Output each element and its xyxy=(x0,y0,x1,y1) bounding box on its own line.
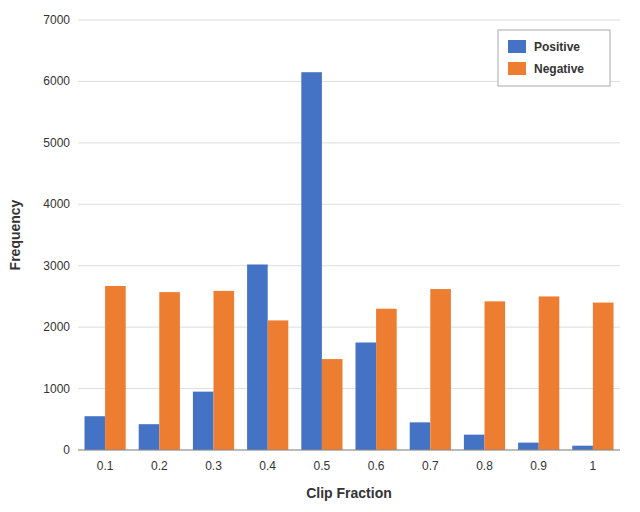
chart-svg: 0 1000 2000 3000 4000 5000 6000 7000 0.1 0.2 0.3 0.… xyxy=(0,0,640,512)
legend-label: Positive xyxy=(534,40,580,54)
x-tick-label: 0.5 xyxy=(314,459,331,473)
bar xyxy=(539,296,560,450)
x-tick-label: 0.6 xyxy=(368,459,385,473)
bar xyxy=(85,416,106,450)
bar xyxy=(247,264,268,450)
legend-swatch xyxy=(508,40,526,53)
bar xyxy=(464,435,485,450)
bar xyxy=(485,301,506,450)
chart-container: 0 1000 2000 3000 4000 5000 6000 7000 0.1 0.2 0.3 0.… xyxy=(0,0,640,512)
x-tick-label: 0.4 xyxy=(259,459,276,473)
legend-label: Negative xyxy=(534,62,584,76)
bar xyxy=(159,292,180,450)
grid xyxy=(78,20,620,450)
legend-frame xyxy=(498,30,610,86)
bar xyxy=(593,303,614,450)
bar xyxy=(105,286,126,450)
y-tick-label: 5000 xyxy=(43,136,70,150)
grid-line xyxy=(78,265,620,266)
x-tick-label: 0.3 xyxy=(205,459,222,473)
y-tick-label: 0 xyxy=(63,443,70,457)
bar xyxy=(376,309,397,450)
y-tick-label: 4000 xyxy=(43,197,70,211)
legend: Positive Negative xyxy=(498,30,610,86)
x-tick-label: 0.2 xyxy=(151,459,168,473)
x-axis-line xyxy=(78,450,620,451)
bar xyxy=(301,72,322,450)
x-axis-label: Clip Fraction xyxy=(306,485,392,501)
bar xyxy=(356,343,377,451)
y-tick-label: 1000 xyxy=(43,382,70,396)
y-tick-label: 2000 xyxy=(43,320,70,334)
bars xyxy=(85,72,614,450)
y-tick-label: 3000 xyxy=(43,259,70,273)
bar xyxy=(214,291,235,450)
bar xyxy=(430,289,451,450)
x-tick-label: 1 xyxy=(590,459,597,473)
x-tick-label: 0.7 xyxy=(422,459,439,473)
legend-swatch xyxy=(508,62,526,75)
bar xyxy=(139,424,160,450)
bar xyxy=(193,392,214,450)
grid-line xyxy=(78,142,620,143)
grid-line xyxy=(78,20,620,21)
grid-line xyxy=(78,204,620,205)
bar xyxy=(410,422,431,450)
bar xyxy=(518,443,539,450)
x-tick-label: 0.9 xyxy=(530,459,547,473)
grid-line xyxy=(78,450,620,451)
bar xyxy=(322,359,343,450)
x-tick-label: 0.8 xyxy=(476,459,493,473)
x-tick-label: 0.1 xyxy=(97,459,114,473)
bar xyxy=(572,446,593,450)
y-axis-label: Frequency xyxy=(7,199,23,270)
y-tick-label: 7000 xyxy=(43,13,70,27)
bar xyxy=(268,320,289,450)
y-tick-label: 6000 xyxy=(43,74,70,88)
